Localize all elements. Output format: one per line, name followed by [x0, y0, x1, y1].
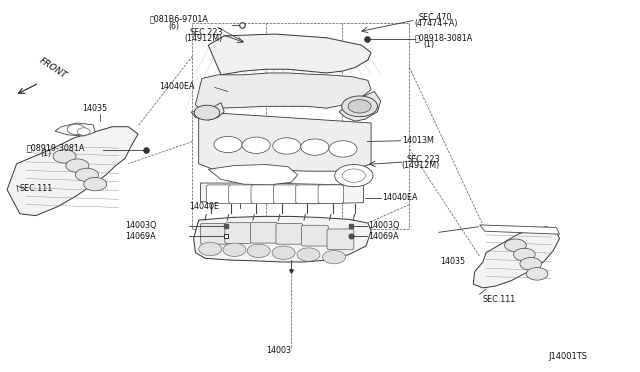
- Circle shape: [272, 246, 295, 259]
- Circle shape: [247, 244, 270, 257]
- Text: Ⓚ08918-3081A: Ⓚ08918-3081A: [415, 33, 473, 42]
- Polygon shape: [339, 92, 381, 121]
- Polygon shape: [479, 225, 559, 234]
- Text: Ⓑ081B6-9701A: Ⓑ081B6-9701A: [150, 15, 209, 24]
- Text: (1): (1): [424, 40, 435, 49]
- Circle shape: [273, 138, 301, 154]
- Text: 14003: 14003: [266, 346, 291, 355]
- FancyBboxPatch shape: [228, 185, 254, 203]
- Text: (1): (1): [40, 149, 51, 158]
- Polygon shape: [208, 164, 298, 185]
- Text: 14040E: 14040E: [189, 202, 219, 211]
- Text: 14035: 14035: [440, 257, 465, 266]
- Text: (14912M): (14912M): [184, 34, 223, 44]
- Polygon shape: [195, 73, 371, 112]
- Circle shape: [53, 150, 76, 163]
- Text: SEC.223: SEC.223: [189, 28, 223, 37]
- FancyBboxPatch shape: [318, 185, 344, 203]
- Circle shape: [335, 164, 373, 187]
- Polygon shape: [193, 217, 371, 262]
- Circle shape: [301, 139, 329, 155]
- FancyBboxPatch shape: [250, 222, 277, 243]
- Circle shape: [76, 168, 99, 182]
- Circle shape: [329, 141, 357, 157]
- FancyBboxPatch shape: [200, 224, 227, 244]
- Circle shape: [323, 250, 346, 264]
- Circle shape: [513, 248, 535, 261]
- Polygon shape: [473, 227, 559, 288]
- Text: 14040EA: 14040EA: [159, 82, 195, 91]
- Polygon shape: [191, 103, 224, 120]
- Text: (14912M): (14912M): [402, 161, 440, 170]
- FancyBboxPatch shape: [273, 185, 299, 203]
- Text: SEC.470: SEC.470: [419, 13, 452, 22]
- Circle shape: [342, 96, 378, 117]
- Circle shape: [526, 267, 548, 280]
- Circle shape: [504, 239, 526, 251]
- Text: 14035: 14035: [83, 105, 108, 113]
- FancyBboxPatch shape: [276, 224, 303, 244]
- Polygon shape: [7, 127, 138, 216]
- Circle shape: [342, 169, 365, 182]
- Text: 14003Q: 14003Q: [368, 221, 399, 230]
- Circle shape: [297, 248, 320, 261]
- Text: FRONT: FRONT: [38, 57, 68, 81]
- Text: J14001TS: J14001TS: [548, 352, 588, 361]
- Polygon shape: [200, 183, 364, 204]
- FancyBboxPatch shape: [327, 229, 354, 250]
- Polygon shape: [208, 34, 371, 75]
- Text: 14013M: 14013M: [402, 136, 434, 145]
- Text: SEC.111: SEC.111: [483, 295, 516, 304]
- Circle shape: [348, 100, 371, 113]
- Text: (6): (6): [168, 22, 179, 31]
- Circle shape: [214, 137, 242, 153]
- Circle shape: [84, 177, 107, 191]
- Text: SEC.223: SEC.223: [406, 155, 440, 164]
- Text: 14040EA: 14040EA: [383, 193, 418, 202]
- Circle shape: [223, 243, 246, 256]
- Polygon shape: [198, 112, 371, 171]
- Circle shape: [194, 105, 220, 120]
- Text: SEC.111: SEC.111: [20, 185, 53, 193]
- Text: 14069A: 14069A: [368, 231, 399, 241]
- FancyBboxPatch shape: [251, 185, 276, 203]
- FancyBboxPatch shape: [301, 225, 328, 246]
- Circle shape: [520, 257, 541, 270]
- Text: (47474+A): (47474+A): [415, 19, 458, 28]
- Circle shape: [242, 137, 270, 153]
- Circle shape: [77, 128, 90, 135]
- Polygon shape: [55, 123, 95, 136]
- Text: Ⓚ08919-3081A: Ⓚ08919-3081A: [26, 143, 84, 152]
- Circle shape: [198, 242, 221, 256]
- Text: 14069A: 14069A: [125, 231, 156, 241]
- Text: 14003Q: 14003Q: [125, 221, 157, 230]
- Circle shape: [67, 124, 85, 135]
- Circle shape: [66, 159, 89, 172]
- FancyBboxPatch shape: [296, 185, 321, 203]
- FancyBboxPatch shape: [225, 223, 252, 243]
- FancyBboxPatch shape: [206, 185, 232, 203]
